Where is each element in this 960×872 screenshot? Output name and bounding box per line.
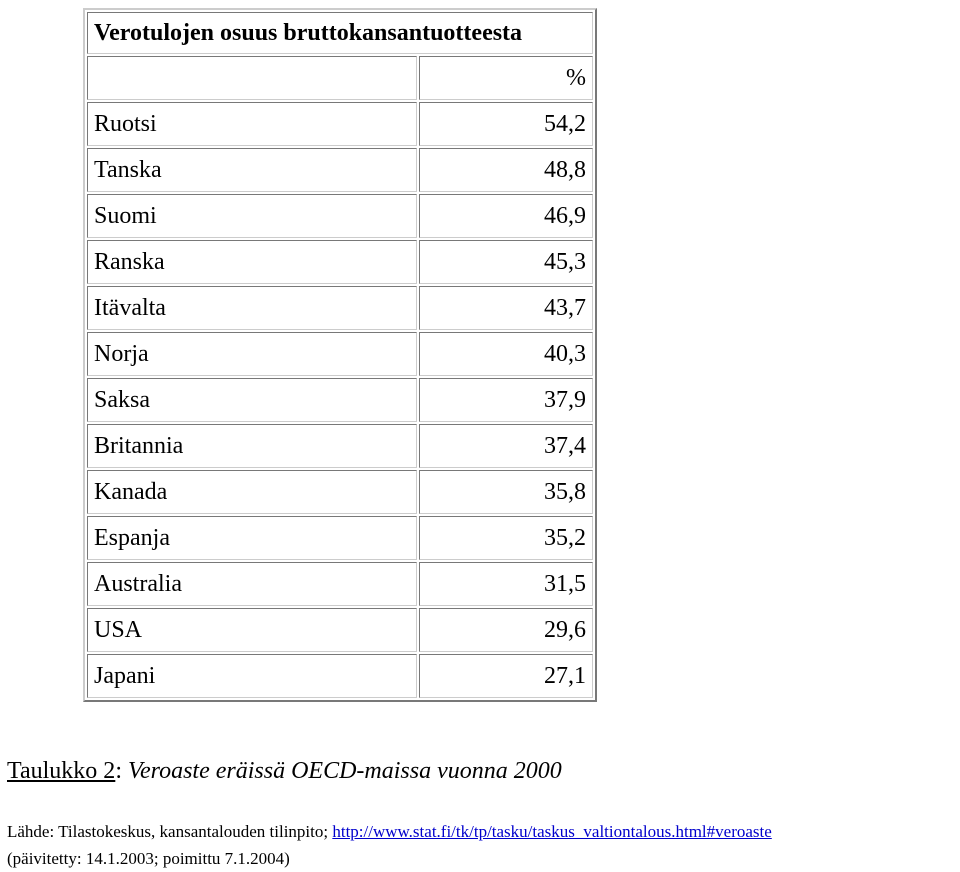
country-cell: Espanja xyxy=(87,516,417,560)
country-cell: USA xyxy=(87,608,417,652)
table-row: USA 29,6 xyxy=(87,608,593,652)
value-cell: 31,5 xyxy=(419,562,593,606)
source-text: Lähde: Tilastokeskus, kansantalouden til… xyxy=(7,822,329,841)
source-link[interactable]: http://www.stat.fi/tk/tp/tasku/taskus_va… xyxy=(332,822,772,841)
data-table: Verotulojen osuus bruttokansantuotteesta… xyxy=(83,8,597,702)
value-cell: 46,9 xyxy=(419,194,593,238)
value-cell: 43,7 xyxy=(419,286,593,330)
caption: Taulukko 2: Veroaste eräissä OECD-maissa… xyxy=(7,758,562,785)
value-cell: 45,3 xyxy=(419,240,593,284)
value-cell: 40,3 xyxy=(419,332,593,376)
table-row: Norja 40,3 xyxy=(87,332,593,376)
country-cell: Australia xyxy=(87,562,417,606)
value-cell: 54,2 xyxy=(419,102,593,146)
table-row: Suomi 46,9 xyxy=(87,194,593,238)
country-cell: Norja xyxy=(87,332,417,376)
country-cell: Ruotsi xyxy=(87,102,417,146)
value-cell: 35,8 xyxy=(419,470,593,514)
header-cell xyxy=(87,56,417,100)
table-row: Espanja 35,2 xyxy=(87,516,593,560)
country-cell: Britannia xyxy=(87,424,417,468)
value-cell: 48,8 xyxy=(419,148,593,192)
value-cell: 27,1 xyxy=(419,654,593,698)
country-cell: Ranska xyxy=(87,240,417,284)
value-cell: 37,4 xyxy=(419,424,593,468)
table-row: Itävalta 43,7 xyxy=(87,286,593,330)
table-title: Verotulojen osuus bruttokansantuotteesta xyxy=(87,12,593,54)
caption-separator: : xyxy=(115,758,122,784)
table-row: Kanada 35,8 xyxy=(87,470,593,514)
table-row: Ranska 45,3 xyxy=(87,240,593,284)
header-row: % xyxy=(87,56,593,100)
table-row: Ruotsi 54,2 xyxy=(87,102,593,146)
caption-text: Veroaste eräissä OECD-maissa vuonna 2000 xyxy=(127,758,562,784)
country-cell: Japani xyxy=(87,654,417,698)
country-cell: Saksa xyxy=(87,378,417,422)
country-cell: Kanada xyxy=(87,470,417,514)
table-row: Japani 27,1 xyxy=(87,654,593,698)
title-row: Verotulojen osuus bruttokansantuotteesta xyxy=(87,12,593,54)
table-row: Saksa 37,9 xyxy=(87,378,593,422)
table-row: Tanska 48,8 xyxy=(87,148,593,192)
country-cell: Tanska xyxy=(87,148,417,192)
country-cell: Itävalta xyxy=(87,286,417,330)
value-cell: 37,9 xyxy=(419,378,593,422)
unit-header: % xyxy=(419,56,593,100)
source: Lähde: Tilastokeskus, kansantalouden til… xyxy=(7,818,772,872)
value-cell: 35,2 xyxy=(419,516,593,560)
table-row: Australia 31,5 xyxy=(87,562,593,606)
caption-label: Taulukko 2 xyxy=(7,758,116,784)
table-row: Britannia 37,4 xyxy=(87,424,593,468)
value-cell: 29,6 xyxy=(419,608,593,652)
country-cell: Suomi xyxy=(87,194,417,238)
source-updated: (päivitetty: 14.1.2003; poimittu 7.1.200… xyxy=(7,849,290,868)
